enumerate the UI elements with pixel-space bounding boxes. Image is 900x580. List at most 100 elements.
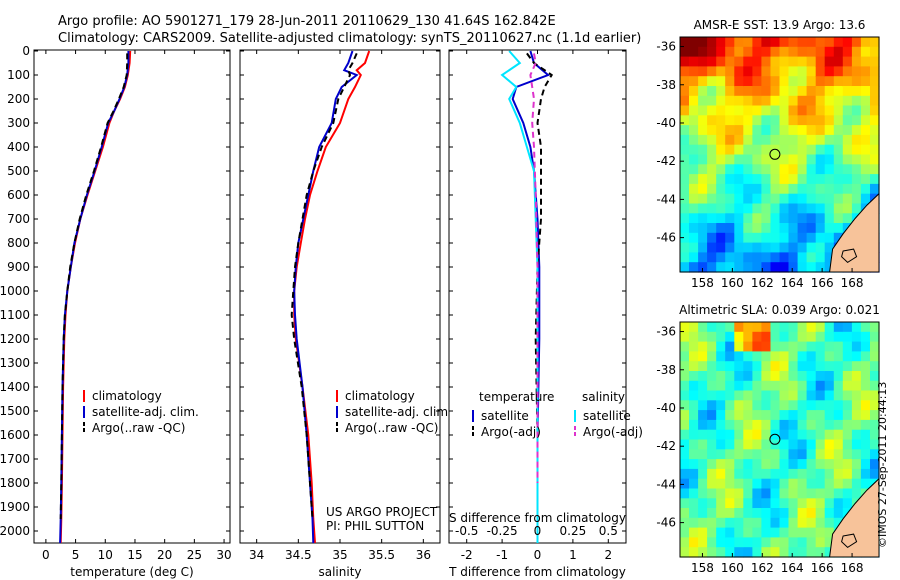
- sla_map-cell: [806, 449, 817, 460]
- sla_map-cell: [725, 468, 735, 480]
- sla_map-cell: [707, 371, 717, 382]
- sla_map-cell: [707, 449, 717, 460]
- sst_map-cell: [716, 125, 726, 136]
- salinity-xtick-label: 36: [416, 548, 431, 562]
- sla_map-cell: [824, 400, 835, 411]
- sst_map-cell: [707, 232, 717, 244]
- salinity-xtick-label: 35: [332, 548, 347, 562]
- sst_map-cell: [689, 252, 699, 263]
- sla_map-cell: [707, 459, 717, 470]
- sst_map-cell: [870, 56, 880, 67]
- sst_map-cell: [806, 105, 817, 116]
- sst_map-cell: [698, 125, 708, 136]
- sla_map-cell: [797, 488, 808, 499]
- sst_map-cell: [761, 213, 771, 224]
- depth-tick-label: 400: [7, 140, 30, 154]
- sst_map-cell: [752, 95, 762, 107]
- sst_map-cell: [680, 262, 690, 273]
- sst_map-cell: [851, 203, 862, 214]
- sla_map-cell: [788, 547, 799, 558]
- sst_map-cell: [806, 242, 817, 253]
- differences-xtick-label: 2: [604, 548, 612, 562]
- sla_map-cell: [770, 449, 781, 460]
- sst_map-cell: [770, 76, 781, 87]
- sla_map-cell: [842, 380, 853, 392]
- sla_map-cell: [689, 410, 699, 421]
- sla_map-cell: [725, 400, 735, 411]
- sst_map-cell: [851, 105, 862, 116]
- sst_map-cell: [707, 125, 717, 136]
- sla_map-cell: [734, 341, 744, 352]
- sla_map-cell: [833, 508, 844, 519]
- depth-tick-label: 1700: [0, 452, 30, 466]
- differences-xtick-label: 0: [534, 548, 542, 562]
- sla_map-cell: [743, 400, 753, 411]
- sst_map-cell: [815, 203, 826, 214]
- sla_map-cell: [797, 498, 808, 509]
- sla_map-cell: [734, 351, 744, 362]
- sst_map-cell: [833, 223, 844, 234]
- sst_map-cell: [716, 76, 726, 87]
- sla_map-cell: [824, 410, 835, 421]
- sla_map-cell: [707, 331, 717, 343]
- sla_map-cell: [725, 429, 735, 441]
- sla_map-cell: [752, 527, 762, 538]
- sst_map-cell: [788, 115, 799, 126]
- sla_map-cell: [860, 449, 871, 460]
- salinity-axes-box: [239, 49, 441, 544]
- sla_map-cell: [725, 439, 735, 450]
- sla_map-cell: [707, 341, 717, 352]
- sla_map-cell: [743, 508, 753, 519]
- sla_map-cell: [689, 341, 699, 352]
- sst_map-cell: [842, 183, 853, 195]
- sst_map-cell: [815, 56, 826, 67]
- salinity-legend-label: climatology: [345, 389, 415, 403]
- sst_map-cell: [716, 252, 726, 263]
- salinity-legend-label: Argo(..raw -QC): [345, 421, 438, 435]
- sst_map-cell: [770, 174, 781, 185]
- sla_map-cell: [851, 322, 862, 333]
- sla_map-cell: [770, 410, 781, 421]
- sla_map-cell: [734, 547, 744, 558]
- sst_map-cell: [725, 115, 735, 126]
- sst_map-cell: [761, 174, 771, 185]
- sla_map-cell: [698, 380, 708, 392]
- sla_map-cell: [788, 331, 799, 343]
- sst_map-cell: [689, 56, 699, 67]
- sla_map-cell: [788, 449, 799, 460]
- sla_map-cell: [797, 351, 808, 362]
- sla_map-cell: [743, 478, 753, 490]
- sla_map-cell: [707, 322, 717, 333]
- sla_map-cell: [788, 498, 799, 509]
- sst_map-cell: [870, 164, 880, 175]
- sst_map-cell: [788, 223, 799, 234]
- sst_map-cell: [752, 223, 762, 234]
- sla_map-cell: [797, 341, 808, 352]
- sla_map-cell: [698, 429, 708, 441]
- sla_map-cell: [752, 419, 762, 431]
- sla_map-cell: [815, 468, 826, 480]
- sst_map-cell: [806, 86, 817, 97]
- sla_map-cell: [743, 429, 753, 441]
- sla_map-cell: [761, 439, 771, 450]
- sla_map-cell: [770, 371, 781, 382]
- sla_map-ytick-label: -46: [656, 516, 676, 530]
- sst_map-cell: [770, 144, 781, 156]
- sst_map-cell: [824, 262, 835, 273]
- sst_map-cell: [743, 164, 753, 175]
- sla_map-cell: [842, 419, 853, 431]
- sst_map-cell: [779, 193, 790, 205]
- sla_map-cell: [851, 390, 862, 401]
- sla_map-cell: [779, 361, 790, 372]
- sla_map-cell: [734, 410, 744, 421]
- sst_map-cell: [860, 95, 871, 107]
- sla_map-cell: [842, 429, 853, 441]
- sst_map-cell: [689, 66, 699, 77]
- sla_map-cell: [689, 361, 699, 372]
- sst_map-cell: [842, 76, 853, 87]
- sla_map-cell: [689, 390, 699, 401]
- sst_map-cell: [698, 37, 708, 48]
- sst_map-cell: [734, 183, 744, 195]
- sla_map-cell: [842, 341, 853, 352]
- sst_map-cell: [779, 262, 790, 273]
